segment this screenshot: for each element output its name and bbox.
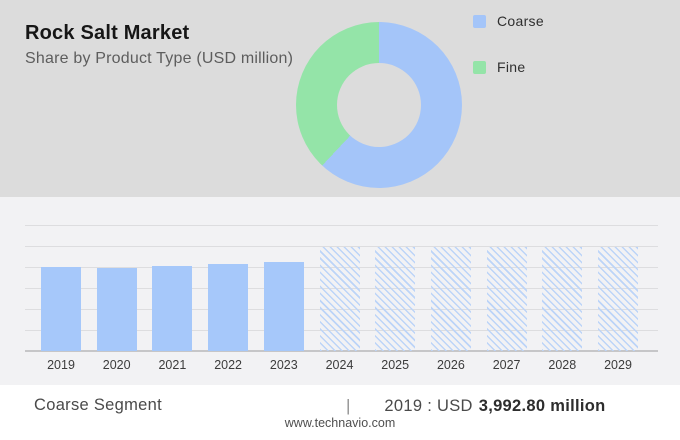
year-label-2025: 2025 — [381, 358, 410, 372]
year-label-2020: 2020 — [102, 358, 131, 372]
bar-2019 — [41, 267, 81, 351]
donut-chart — [296, 22, 462, 188]
bar-chart-band: 2019 2020 2021 2022 2023 2024 2025 2026 2027 2028… — [0, 197, 680, 385]
website-text: www.technavio.com — [284, 416, 396, 430]
footer: Coarse Segment | 2019 : USD 3,992.80 mil… — [0, 385, 680, 440]
gridline — [25, 225, 658, 226]
x-axis-line — [25, 350, 658, 352]
year-label-2022: 2022 — [214, 358, 242, 372]
footer-value-group: | 2019 : USD 3,992.80 million — [346, 396, 606, 416]
bar-2026 — [430, 247, 471, 351]
page-subtitle: Share by Product Type (USD million) — [25, 50, 294, 67]
year-label-2029: 2029 — [604, 358, 632, 372]
bar-2023 — [263, 261, 304, 351]
year-label-2027: 2027 — [492, 358, 521, 372]
bar-2025 — [375, 247, 416, 351]
year-label-2024: 2024 — [325, 358, 354, 372]
fine-swatch-icon — [473, 60, 486, 74]
value-prefix: 2019 : USD — [384, 397, 473, 415]
year-label-2028: 2028 — [548, 358, 577, 372]
legend-label-fine: Fine — [497, 59, 526, 75]
bar-2029 — [598, 247, 638, 351]
year-label-2026: 2026 — [436, 358, 465, 372]
gridline — [25, 246, 658, 247]
year-label-2023: 2023 — [269, 358, 298, 372]
bar-2021 — [152, 265, 193, 351]
segment-label: Coarse Segment — [34, 396, 163, 414]
separator: | — [346, 396, 351, 415]
legend-item-coarse: Coarse — [473, 9, 544, 33]
bar-2024 — [319, 247, 360, 351]
year-label-2019: 2019 — [47, 358, 75, 372]
bar-2022 — [208, 264, 249, 351]
header-band: Rock Salt Market Share by Product Type (… — [0, 0, 680, 197]
legend: Coarse Fine — [473, 9, 544, 101]
bar-chart-plot — [25, 197, 658, 352]
coarse-swatch-icon — [473, 14, 486, 28]
legend-item-fine: Fine — [473, 55, 544, 79]
bar-2028 — [542, 247, 583, 351]
bar-2027 — [486, 247, 527, 351]
bar-2020 — [96, 268, 137, 351]
page-title: Rock Salt Market — [25, 22, 190, 44]
donut-hole — [337, 63, 421, 147]
value-bold: 3,992.80 million — [478, 397, 606, 415]
legend-label-coarse: Coarse — [497, 13, 544, 29]
year-label-2021: 2021 — [158, 358, 187, 372]
